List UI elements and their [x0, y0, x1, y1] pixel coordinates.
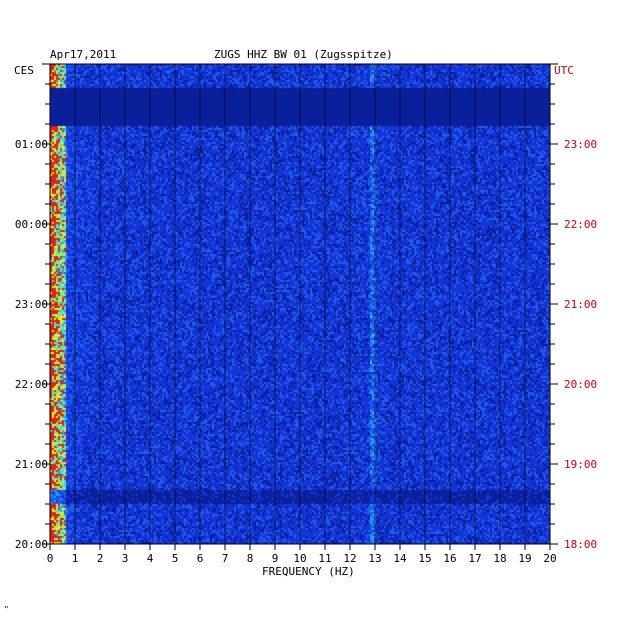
x-tick-label: 1	[72, 552, 79, 565]
y-tick-label-right: 23:00	[564, 138, 597, 151]
y-tick-label-left: 01:00	[15, 138, 48, 151]
x-tick-label: 11	[318, 552, 331, 565]
x-tick-label: 8	[247, 552, 254, 565]
y-tick-label-right: 22:00	[564, 218, 597, 231]
x-tick-label: 3	[122, 552, 129, 565]
y-tick-label-right: 18:00	[564, 538, 597, 551]
x-tick-label: 0	[47, 552, 54, 565]
x-tick-label: 5	[172, 552, 179, 565]
footer-mark: "	[4, 605, 9, 614]
y-tick-label-left: 23:00	[15, 298, 48, 311]
y-tick-label-right: 19:00	[564, 458, 597, 471]
x-tick-label: 17	[468, 552, 481, 565]
x-tick-label: 13	[368, 552, 381, 565]
y-tick-label-right: 21:00	[564, 298, 597, 311]
x-tick-label: 10	[293, 552, 306, 565]
x-tick-label: 9	[272, 552, 279, 565]
y-tick-label-left: 20:00	[15, 538, 48, 551]
x-tick-label: 12	[343, 552, 356, 565]
x-tick-label: 14	[393, 552, 407, 565]
x-tick-label: 18	[493, 552, 506, 565]
x-tick-label: 15	[418, 552, 431, 565]
x-tick-label: 4	[147, 552, 154, 565]
x-tick-label: 19	[518, 552, 531, 565]
x-tick-label: 20	[543, 552, 556, 565]
date-label: Apr17,2011	[50, 48, 117, 61]
y-tick-label-left: 21:00	[15, 458, 48, 471]
station-title: ZUGS HHZ BW 01 (Zugsspitze)	[214, 48, 393, 61]
y-tick-label-left: 22:00	[15, 378, 48, 391]
x-tick-label: 7	[222, 552, 229, 565]
y-tick-label-left: 00:00	[15, 218, 48, 231]
x-tick-label: 6	[197, 552, 204, 565]
y-tick-label-right: 20:00	[564, 378, 597, 391]
x-tick-label: 16	[443, 552, 456, 565]
x-axis-title: FREQUENCY (HZ)	[262, 565, 355, 578]
x-tick-label: 2	[97, 552, 104, 565]
left-timezone-label: CES	[14, 64, 34, 77]
right-timezone-label: UTC	[554, 64, 574, 77]
